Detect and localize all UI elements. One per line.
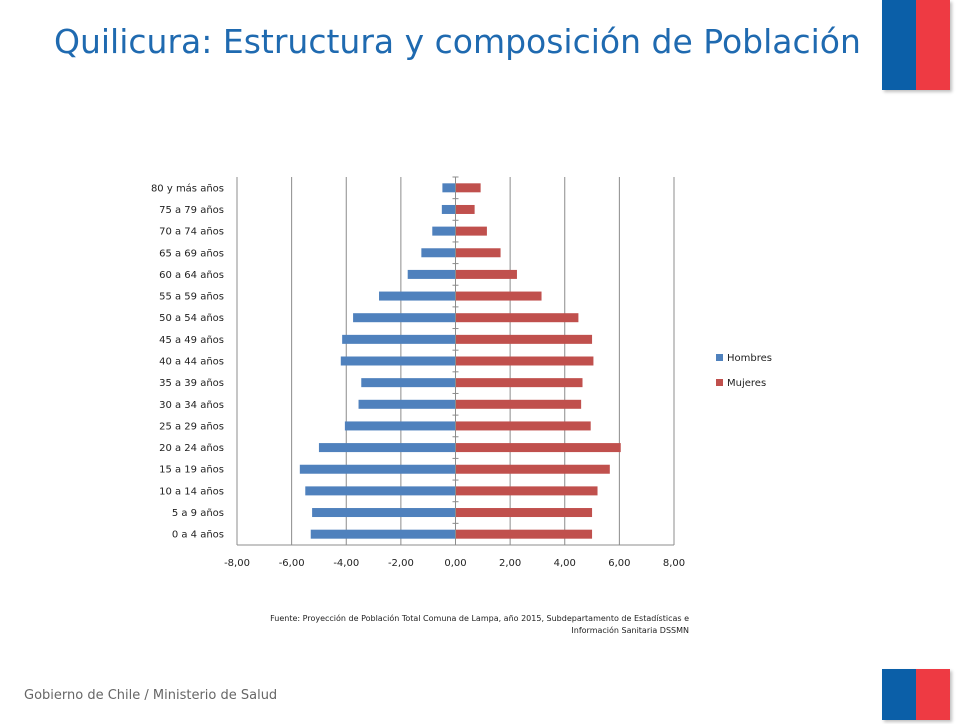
bar-hombres (441, 204, 456, 214)
y-category-label: 80 y más años (151, 182, 224, 194)
y-category-label: 60 a 64 años (159, 270, 224, 281)
bar-mujeres (455, 464, 610, 474)
y-category-label: 20 a 24 años (159, 443, 224, 454)
flag-red-stripe (916, 0, 950, 90)
bar-hombres (421, 248, 456, 258)
bar-mujeres (455, 378, 583, 388)
bar-hombres (361, 378, 456, 388)
x-tick-label: 6,00 (608, 558, 630, 569)
source-line-1: Fuente: Proyección de Población Total Co… (270, 614, 689, 623)
bar-mujeres (455, 508, 593, 518)
bar-mujeres (455, 183, 481, 193)
bar-hombres (358, 399, 456, 409)
bar-hombres (442, 183, 456, 193)
bar-mujeres (455, 421, 591, 431)
y-category-label: 30 a 34 años (159, 400, 224, 411)
x-tick-label: 4,00 (554, 558, 576, 569)
y-category-label: 10 a 14 años (159, 486, 224, 497)
bar-mujeres (455, 443, 621, 453)
bar-mujeres (455, 313, 579, 323)
page-title: Quilicura: Estructura y composición de P… (54, 22, 861, 61)
y-category-label: 5 a 9 años (172, 508, 224, 519)
y-category-label: 55 a 59 años (159, 292, 224, 303)
bar-hombres (407, 269, 456, 279)
bar-mujeres (455, 248, 501, 258)
y-category-label: 0 a 4 años (172, 530, 224, 541)
y-category-label: 75 a 79 años (159, 205, 224, 216)
bar-mujeres (455, 356, 594, 366)
y-category-label: 65 a 69 años (159, 248, 224, 259)
bar-mujeres (455, 399, 582, 409)
x-tick-label: 8,00 (663, 558, 685, 569)
bar-mujeres (455, 269, 517, 279)
y-category-label: 15 a 19 años (159, 465, 224, 476)
y-category-label: 40 a 44 años (159, 357, 224, 368)
bar-hombres (353, 313, 456, 323)
source-line-2: Información Sanitaria DSSMN (571, 626, 689, 635)
y-category-label: 35 a 39 años (159, 378, 224, 389)
y-category-label: 45 a 49 años (159, 335, 224, 346)
chile-flag-logo-bottom (882, 669, 950, 720)
x-tick-label: -2,00 (388, 558, 414, 569)
bar-hombres (312, 508, 456, 518)
x-tick-label: 2,00 (499, 558, 521, 569)
bar-hombres (342, 334, 456, 344)
bar-hombres (344, 421, 456, 431)
bar-hombres (318, 443, 456, 453)
x-tick-label: -6,00 (279, 558, 305, 569)
bar-mujeres (455, 334, 593, 344)
legend-label-mujeres: Mujeres (727, 378, 766, 389)
chile-flag-logo (882, 0, 950, 90)
bar-mujeres (455, 291, 542, 301)
x-tick-label: -8,00 (224, 558, 250, 569)
x-tick-label: -4,00 (333, 558, 359, 569)
bar-mujeres (455, 204, 475, 214)
legend-label-hombres: Hombres (727, 353, 772, 364)
legend-swatch-mujeres (716, 379, 723, 386)
source-note: Fuente: Proyección de Población Total Co… (230, 613, 689, 637)
bar-hombres (432, 226, 456, 236)
footer-text: Gobierno de Chile / Ministerio de Salud (24, 688, 278, 703)
bar-mujeres (455, 486, 598, 496)
y-category-label: 50 a 54 años (159, 313, 224, 324)
bar-hombres (305, 486, 456, 496)
x-tick-label: 0,00 (444, 558, 466, 569)
bar-mujeres (455, 226, 487, 236)
y-category-label: 25 a 29 años (159, 421, 224, 432)
flag-red-stripe (916, 669, 950, 720)
bar-mujeres (455, 529, 593, 539)
bar-hombres (340, 356, 456, 366)
bar-hombres (299, 464, 456, 474)
flag-blue-stripe (882, 669, 916, 720)
bar-hombres (310, 529, 456, 539)
flag-blue-stripe (882, 0, 916, 90)
legend-swatch-hombres (716, 354, 723, 361)
bar-hombres (379, 291, 456, 301)
y-category-label: 70 a 74 años (159, 227, 224, 238)
